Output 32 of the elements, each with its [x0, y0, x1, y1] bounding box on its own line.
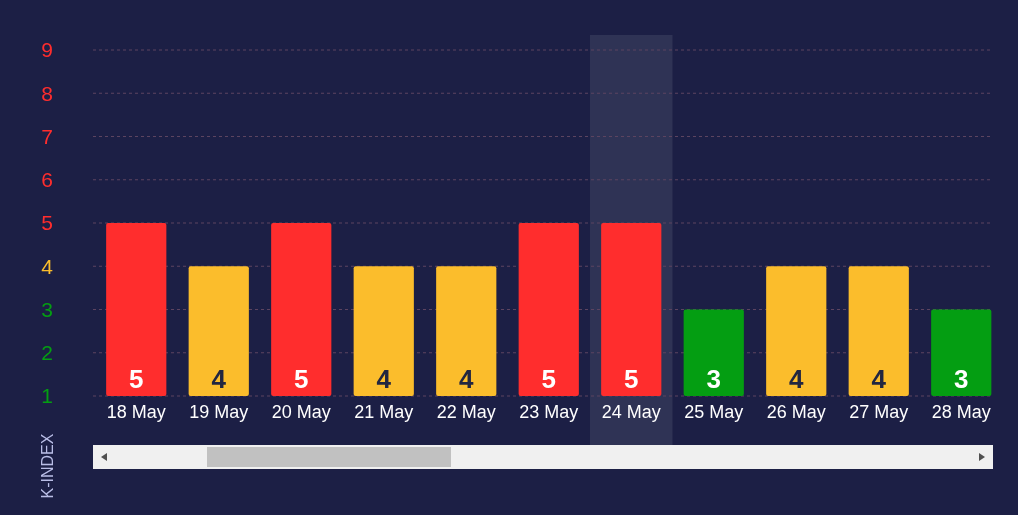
x-tick-label: 20 May: [271, 402, 331, 422]
x-tick-label: 18 May: [106, 402, 166, 422]
x-tick-label: 22 May: [436, 402, 496, 422]
y-axis-title: K-INDEX: [39, 433, 56, 499]
x-tick-label: 27 May: [849, 402, 909, 422]
data-label: 5: [541, 364, 556, 394]
y-tick-label: 8: [41, 81, 53, 105]
data-label: 3: [706, 364, 721, 394]
x-tick-label: 19 May: [189, 402, 249, 422]
data-label: 4: [376, 364, 392, 394]
x-tick-label: 25 May: [684, 402, 744, 422]
x-tick-label: 28 May: [931, 402, 991, 422]
y-tick-label: 9: [41, 38, 53, 62]
data-label: 5: [294, 364, 309, 394]
x-tick-label: 24 May: [601, 402, 661, 422]
y-tick-label: 2: [41, 341, 53, 365]
x-tick-label: 21 May: [354, 402, 414, 422]
x-tick-label: 23 May: [519, 402, 579, 422]
data-label: 3: [954, 364, 969, 394]
data-label: 5: [129, 364, 144, 394]
data-label: 4: [211, 364, 227, 394]
y-tick-label: 3: [41, 297, 53, 321]
data-label: 4: [871, 364, 887, 394]
x-tick-label: 26 May: [766, 402, 826, 422]
y-tick-label: 4: [41, 254, 54, 278]
data-label: 5: [624, 364, 639, 394]
y-tick-label: 5: [41, 211, 53, 235]
y-tick-label: 1: [41, 384, 53, 408]
data-label: 4: [459, 364, 475, 394]
y-tick-label: 6: [41, 168, 53, 192]
y-tick-label: 7: [41, 124, 53, 148]
data-label: 4: [789, 364, 805, 394]
